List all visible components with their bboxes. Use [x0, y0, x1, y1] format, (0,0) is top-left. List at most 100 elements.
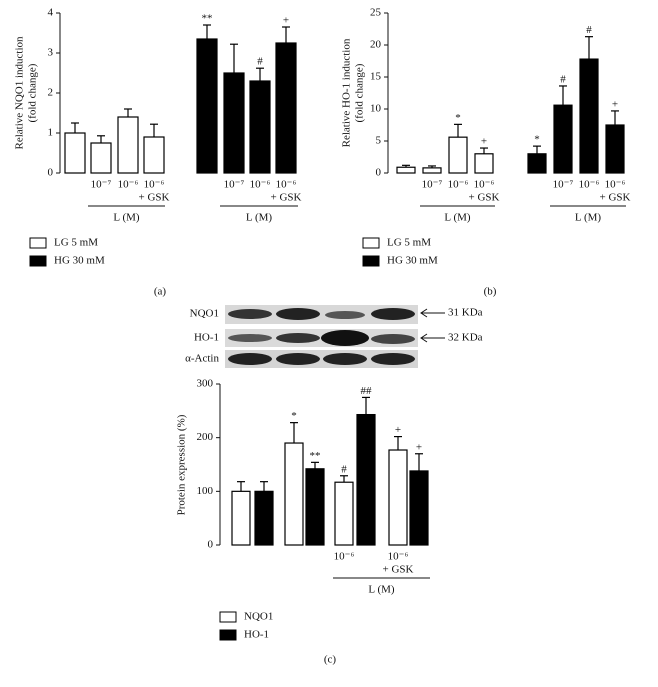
- y-tick-label: 5: [376, 135, 382, 147]
- band: [276, 353, 320, 365]
- band: [276, 333, 320, 343]
- y-tick-label: 15: [370, 71, 382, 83]
- x-tick-label: 10⁻⁶: [250, 179, 271, 191]
- legend-swatch: [362, 255, 380, 267]
- y-tick-label: 10: [370, 103, 382, 115]
- x-tick-label: 10⁻⁶: [448, 179, 469, 191]
- y-axis-label: (fold change): [354, 63, 366, 122]
- bar: [396, 166, 416, 174]
- legend-label: NQO1: [244, 611, 273, 623]
- bar: [117, 116, 139, 174]
- blot-strip: [225, 305, 418, 324]
- bar: [409, 470, 429, 546]
- bar: [579, 58, 599, 174]
- y-tick-label: 300: [197, 378, 214, 390]
- x-tick-label: 10⁻⁶: [474, 179, 495, 191]
- band: [321, 330, 369, 346]
- y-tick-label: 0: [48, 167, 54, 179]
- bar: [553, 104, 573, 174]
- y-axis-label: (fold change): [27, 63, 39, 122]
- group-label: L (M): [368, 584, 395, 596]
- y-axis-label: Relative NQO1 induction: [14, 36, 26, 150]
- y-tick-label: 1: [48, 127, 54, 139]
- bar: [275, 42, 297, 174]
- significance-label: **: [202, 13, 213, 25]
- arrow-head: [420, 308, 428, 318]
- blot-label: NQO1: [190, 308, 219, 320]
- y-axis-label: Protein expression (%): [176, 414, 188, 515]
- blot-strip: [225, 350, 418, 368]
- x-tick-label: 10⁻⁶: [144, 179, 165, 191]
- group-label: L (M): [113, 212, 140, 224]
- band: [371, 308, 415, 320]
- x-tick-label: 10⁻⁷: [422, 179, 443, 191]
- significance-label: #: [560, 73, 566, 85]
- x-tick-label: 10⁻⁶: [579, 179, 600, 191]
- western-blot: NQO1 HO-1 α-Actin 31 KDa 32 KDa: [185, 305, 483, 368]
- size-label: 32 KDa: [448, 332, 483, 344]
- bar: [448, 136, 468, 174]
- x-tick-label: 10⁻⁶: [118, 179, 139, 191]
- y-tick-label: 20: [370, 39, 382, 51]
- significance-label: +: [395, 424, 401, 436]
- band: [228, 309, 272, 319]
- x-tick-label: 10⁻⁶: [605, 179, 626, 191]
- bar: [305, 468, 325, 546]
- significance-label: **: [310, 450, 321, 462]
- x-tick-label: 10⁻⁷: [224, 179, 245, 191]
- band: [228, 334, 272, 342]
- band: [325, 311, 365, 319]
- bar: [474, 153, 494, 174]
- blot-label: HO-1: [194, 332, 219, 344]
- significance-label: #: [257, 56, 263, 68]
- band: [323, 353, 367, 365]
- y-axis-label: Relative HO-1 induction: [341, 38, 353, 147]
- y-tick-label: 0: [208, 539, 214, 551]
- arrow-head: [420, 333, 428, 343]
- bar: [249, 80, 271, 174]
- y-tick-label: 4: [48, 7, 54, 19]
- bar: [90, 142, 112, 174]
- significance-label: +: [416, 441, 422, 453]
- group-label: L (M): [575, 212, 602, 224]
- panel-label: (b): [484, 286, 497, 298]
- bar: [334, 481, 354, 546]
- significance-label: #: [586, 24, 592, 36]
- band: [371, 353, 415, 365]
- bar: [64, 132, 86, 174]
- legend-label: HG 30 mM: [54, 255, 105, 267]
- y-tick-label: 2: [48, 87, 54, 99]
- bar: [422, 167, 442, 174]
- x-tick-label: 10⁻⁷: [553, 179, 574, 191]
- x-tick-label: 10⁻⁶: [334, 551, 355, 563]
- bar: [388, 449, 408, 546]
- bar: [284, 442, 304, 546]
- group-label: L (M): [444, 212, 471, 224]
- legend-swatch: [219, 629, 237, 641]
- y-tick-label: 0: [376, 167, 382, 179]
- band: [276, 308, 320, 320]
- bar: [356, 413, 376, 546]
- x-tick-label: 10⁻⁶: [388, 551, 409, 563]
- legend-swatch: [362, 237, 380, 249]
- y-tick-label: 3: [48, 47, 54, 59]
- bar: [605, 124, 625, 174]
- x-tick-note: + GSK: [139, 192, 170, 204]
- x-tick-label: 10⁻⁷: [91, 179, 112, 191]
- x-tick-label: 10⁻⁶: [276, 179, 297, 191]
- significance-label: *: [534, 134, 540, 146]
- band: [371, 334, 415, 344]
- legend-label: HO-1: [244, 629, 269, 641]
- legend-label: LG 5 mM: [54, 237, 98, 249]
- panel-label: (c): [324, 654, 337, 666]
- bar: [254, 490, 274, 546]
- legend-swatch: [219, 611, 237, 623]
- y-tick-label: 25: [370, 7, 382, 19]
- legend-label: HG 30 mM: [387, 255, 438, 267]
- group-label: L (M): [246, 212, 273, 224]
- legend-swatch: [29, 255, 47, 267]
- bar: [223, 72, 245, 174]
- bar: [143, 136, 165, 174]
- significance-label: +: [283, 15, 289, 27]
- band: [228, 353, 272, 365]
